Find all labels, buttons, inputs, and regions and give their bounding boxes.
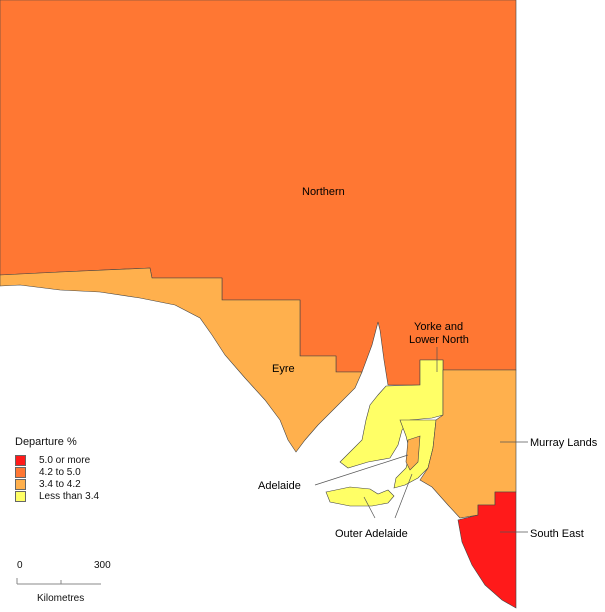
label-outer-adelaide: Outer Adelaide	[335, 528, 408, 540]
legend-label: 3.4 to 4.2	[39, 478, 81, 490]
label-eyre: Eyre	[272, 363, 295, 375]
region-eyre[interactable]	[0, 267, 363, 453]
label-yorke-line2: Lower North	[409, 334, 469, 346]
legend-swatch	[15, 490, 26, 502]
legend-item: 5.0 or more	[15, 454, 99, 466]
legend: Departure % 5.0 or more 4.2 to 5.0 3.4 t…	[15, 436, 99, 502]
legend-swatch	[15, 454, 26, 466]
scale-bar: 0 300 Kilometres	[15, 560, 115, 605]
legend-swatch	[15, 478, 26, 490]
scale-line	[16, 578, 101, 585]
legend-title: Departure %	[15, 436, 77, 448]
legend-label: 5.0 or more	[39, 454, 91, 466]
label-adelaide: Adelaide	[258, 480, 301, 492]
region-south-east[interactable]	[457, 491, 517, 609]
leader-lines	[314, 347, 528, 533]
legend-item: 3.4 to 4.2	[15, 478, 99, 490]
label-yorke-line1: Yorke and	[414, 321, 463, 333]
scale-unit: Kilometres	[37, 593, 85, 604]
scale-min: 0	[17, 560, 23, 571]
legend-label: 4.2 to 5.0	[39, 466, 81, 478]
region-adelaide[interactable]	[405, 435, 421, 471]
label-northern: Northern	[302, 186, 345, 198]
region-yorke-lower-north[interactable]	[339, 359, 444, 469]
legend-item: 4.2 to 5.0	[15, 466, 99, 478]
label-south-east: South East	[530, 528, 584, 540]
label-murray-lands: Murray Lands	[530, 437, 598, 449]
legend-label: Less than 3.4	[39, 490, 100, 502]
legend-item: Less than 3.4	[15, 490, 99, 502]
legend-swatch	[15, 466, 26, 478]
region-outer-adelaide-island[interactable]	[325, 486, 395, 507]
scale-max: 300	[94, 560, 111, 571]
